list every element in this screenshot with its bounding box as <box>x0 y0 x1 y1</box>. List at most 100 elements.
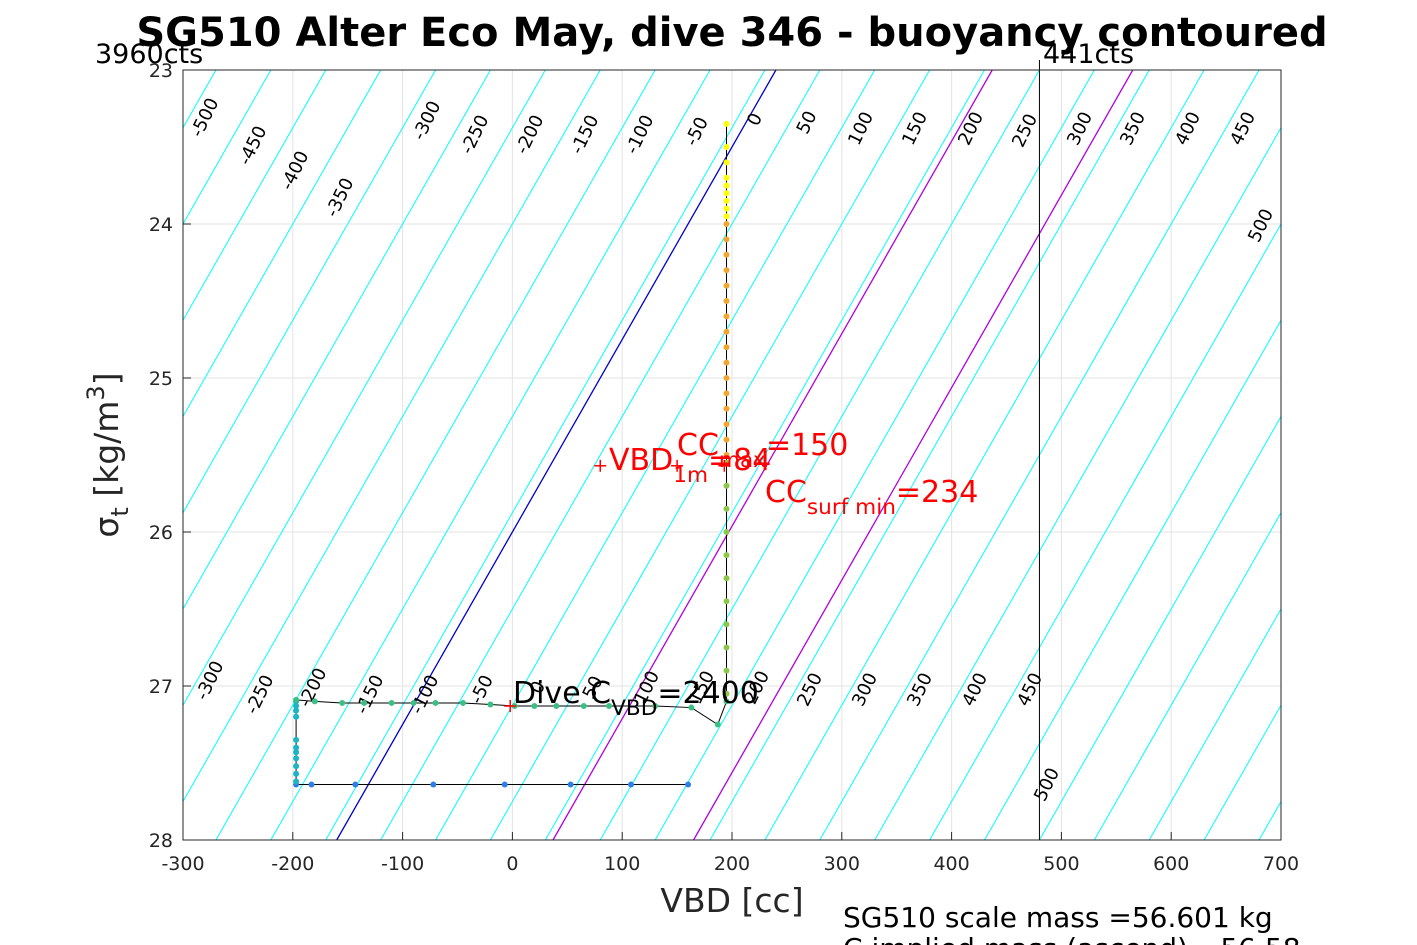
contour-line <box>183 70 436 514</box>
data-point <box>723 144 730 150</box>
x-tick-label: 0 <box>506 853 518 875</box>
data-point <box>723 328 730 335</box>
y-label-sub: t <box>106 507 134 516</box>
contour-line <box>1039 415 1281 840</box>
data-point <box>567 781 574 788</box>
contour-line <box>183 70 327 322</box>
y-label-units: [kg/m <box>87 401 126 497</box>
contour-labels: -500-450-400-350-300 -250 -200 -150 -100 -50 0… <box>187 95 1278 805</box>
data-point <box>459 699 466 706</box>
data-point <box>688 704 695 711</box>
data-point <box>487 701 494 708</box>
contour-line <box>1148 607 1281 840</box>
data-point <box>685 781 692 788</box>
data-point <box>501 781 508 788</box>
contour-line <box>709 70 1150 840</box>
contour-line <box>599 70 1040 840</box>
contour-line <box>984 319 1281 840</box>
data-point <box>553 703 560 710</box>
chart-title: SG510 Alter Eco May, dive 346 - buoyancy… <box>136 10 1327 56</box>
data-point <box>723 197 730 204</box>
contour-line <box>183 70 601 803</box>
data-point <box>723 529 730 535</box>
svg-text:σt [kg/m3]: σt [kg/m3] <box>82 372 134 537</box>
data-point <box>293 736 300 743</box>
data-point <box>388 699 395 706</box>
data-point <box>723 359 730 366</box>
x-ticks: -300 -200 -100 0 100 200 300 400 500 600 700 <box>161 832 1299 875</box>
y-tick-label: 23 <box>149 60 173 82</box>
contour-line <box>183 70 546 707</box>
x-tick-label: 600 <box>1153 853 1189 875</box>
data-point <box>723 190 730 197</box>
contour-line <box>435 70 876 840</box>
data-point <box>723 690 730 697</box>
contour-line <box>1314 70 1417 840</box>
contour-line <box>0 70 161 840</box>
data-point <box>293 703 300 710</box>
x-tick-label: 700 <box>1263 853 1299 875</box>
data-point <box>723 575 730 582</box>
max-counts-label: 441cts <box>1043 39 1134 70</box>
data-point <box>723 236 730 243</box>
y-label-sigma: σ <box>87 517 126 538</box>
data-point <box>723 282 730 289</box>
data-point <box>580 703 587 710</box>
data-point <box>723 375 730 381</box>
data-point <box>352 781 359 788</box>
contour-line <box>929 222 1281 840</box>
y-label-close: ] <box>87 372 126 385</box>
data-point <box>432 699 439 706</box>
data-point <box>293 696 300 703</box>
data-point <box>723 405 730 412</box>
x-tick-label: -200 <box>271 853 314 875</box>
data-point <box>723 344 730 351</box>
data-point <box>723 213 730 220</box>
data-point <box>723 390 730 397</box>
buoyancy-contours <box>0 70 1417 840</box>
data-point <box>723 205 730 212</box>
contour-line <box>1093 511 1281 840</box>
data-point <box>652 703 659 710</box>
contour-line <box>215 70 656 840</box>
data-point <box>723 598 730 605</box>
x-tick-label: -300 <box>161 853 204 875</box>
y-tick-label: 24 <box>149 214 173 236</box>
highlighted-contours <box>336 70 1134 840</box>
data-point <box>723 644 730 651</box>
data-point <box>293 755 300 762</box>
data-point <box>293 707 300 714</box>
y-tick-label: 27 <box>149 676 173 698</box>
cc-contour <box>693 70 1134 840</box>
contour-line <box>544 70 985 840</box>
data-point <box>723 436 730 443</box>
data-point <box>723 505 730 512</box>
contour-line <box>1369 70 1417 840</box>
data-point <box>293 770 300 777</box>
data-point <box>723 120 730 127</box>
data-point <box>723 552 730 559</box>
data-point <box>723 267 730 274</box>
contour-line <box>183 70 272 226</box>
x-tick-label: 200 <box>714 853 750 875</box>
data-series <box>293 120 730 788</box>
contour-line <box>490 70 931 840</box>
data-point <box>723 174 730 181</box>
data-point <box>311 698 318 705</box>
data-point <box>293 778 300 785</box>
footer-implied-mass: C implied mass (ascend) =56.58 <box>843 932 1301 945</box>
data-point <box>410 699 417 706</box>
contour-line <box>764 70 1205 840</box>
y-tick-label: 25 <box>149 368 173 390</box>
x-tick-label: 300 <box>824 853 860 875</box>
contour-line <box>654 70 1095 840</box>
contour-line <box>0 70 51 840</box>
data-point <box>723 298 730 304</box>
data-point <box>531 703 538 710</box>
contour-line <box>1203 704 1281 840</box>
y-tick-label: 26 <box>149 522 173 544</box>
contour-line <box>183 70 491 611</box>
data-point <box>723 698 730 705</box>
